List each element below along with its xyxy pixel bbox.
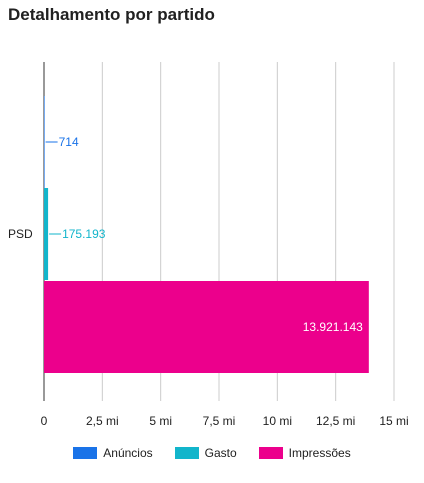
bar-chart: 0 2,5 mi 5 mi 7,5 mi 10 mi 12,5 mi 15 mi PSD 714… xyxy=(8,62,409,428)
chart-legend: Anúncios Gasto Impressões xyxy=(0,446,424,460)
x-tick-label: 7,5 mi xyxy=(203,414,236,428)
legend-label: Anúncios xyxy=(103,446,153,460)
data-label: 714 xyxy=(59,135,79,149)
x-tick-label: 10 mi xyxy=(263,414,292,428)
legend-item: Gasto xyxy=(174,446,237,460)
x-tick-label: 2,5 mi xyxy=(86,414,119,428)
legend-item: Anúncios xyxy=(73,446,153,460)
legend-item: Impressões xyxy=(258,446,351,460)
legend-label: Gasto xyxy=(204,446,237,460)
chart-title: Detalhamento por partido xyxy=(8,5,215,24)
x-tick-label: 12,5 mi xyxy=(316,414,355,428)
x-tick-label: 5 mi xyxy=(149,414,172,428)
bar-1 xyxy=(44,188,49,280)
legend-swatch xyxy=(258,447,283,459)
legend-label: Impressões xyxy=(288,446,351,460)
bar-0 xyxy=(44,96,45,188)
data-label: 13.921.143 xyxy=(303,320,363,334)
data-label: 175.193 xyxy=(62,227,106,241)
x-tick-label: 15 mi xyxy=(379,414,408,428)
legend-swatch xyxy=(174,447,199,459)
x-tick-label: 0 xyxy=(41,414,48,428)
category-label: PSD xyxy=(8,227,33,241)
legend-swatch xyxy=(73,447,98,459)
bar-2 xyxy=(44,281,369,373)
